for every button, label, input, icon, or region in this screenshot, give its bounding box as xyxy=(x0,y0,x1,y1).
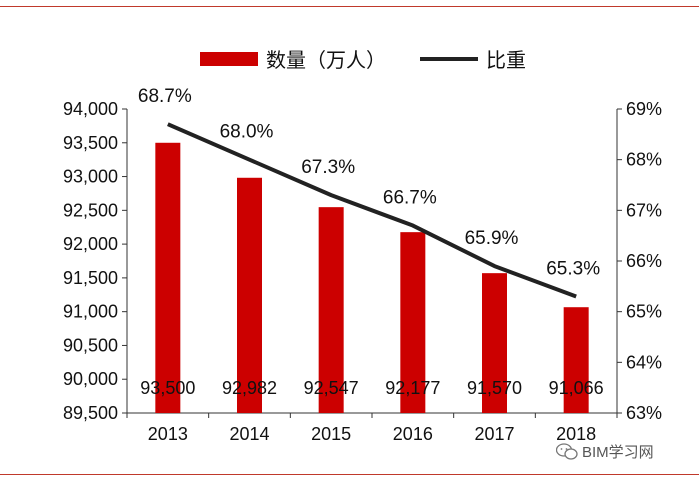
left-tick-label: 89,500 xyxy=(63,403,118,423)
bar xyxy=(155,142,181,413)
left-tick-label: 91,000 xyxy=(63,302,118,322)
line-data-label: 65.3% xyxy=(546,258,600,279)
bar-data-label: 91,570 xyxy=(467,378,522,398)
legend-bar-label: 数量（万人） xyxy=(266,50,386,72)
right-tick-label: 66% xyxy=(626,251,662,271)
right-tick-label: 69% xyxy=(626,99,662,119)
x-tick-label: 2013 xyxy=(148,424,188,444)
bar-data-label: 92,547 xyxy=(304,378,359,398)
bar xyxy=(563,307,589,413)
right-tick-label: 63% xyxy=(626,403,662,423)
line-data-label: 67.3% xyxy=(301,157,355,178)
left-tick-label: 92,000 xyxy=(63,234,118,254)
left-tick-label: 90,500 xyxy=(63,335,118,355)
left-tick-label: 91,500 xyxy=(63,268,118,288)
bottom-rule xyxy=(0,474,699,475)
wechat-icon xyxy=(556,442,578,460)
legend-bar-swatch xyxy=(200,51,258,66)
legend-line-swatch xyxy=(420,56,478,61)
x-tick-label: 2017 xyxy=(474,424,514,444)
right-tick-label: 68% xyxy=(626,150,662,170)
line-data-label: 68.7% xyxy=(138,86,192,107)
left-tick-label: 94,000 xyxy=(63,99,118,119)
bar-data-label: 93,500 xyxy=(140,378,195,398)
bar xyxy=(237,177,262,413)
left-tick-label: 93,500 xyxy=(63,133,118,153)
bar xyxy=(318,207,344,413)
right-tick-label: 64% xyxy=(626,352,662,372)
top-rule xyxy=(0,6,699,7)
bar xyxy=(400,232,426,413)
right-tick-label: 65% xyxy=(626,302,662,322)
watermark: BIM学习网 xyxy=(556,441,654,462)
x-tick-label: 2014 xyxy=(229,424,269,444)
right-tick-label: 67% xyxy=(626,200,662,220)
bar xyxy=(482,273,507,413)
legend: 数量（万人） 比重 xyxy=(200,44,526,73)
bar-data-label: 91,066 xyxy=(549,378,604,398)
left-tick-label: 90,000 xyxy=(63,369,118,389)
bar-data-label: 92,982 xyxy=(222,378,277,398)
x-tick-label: 2016 xyxy=(393,424,433,444)
left-tick-label: 93,000 xyxy=(63,167,118,187)
watermark-text: BIM学习网 xyxy=(582,444,654,461)
line-data-label: 66.7% xyxy=(383,188,437,209)
x-tick-label: 2015 xyxy=(311,424,351,444)
bar-data-label: 92,177 xyxy=(385,378,440,398)
line-data-label: 65.9% xyxy=(465,228,519,249)
left-tick-label: 92,500 xyxy=(63,200,118,220)
line-data-label: 68.0% xyxy=(220,122,274,143)
x-tick-label: 2018 xyxy=(556,424,596,444)
ratio-line xyxy=(167,122,577,299)
legend-line-label: 比重 xyxy=(486,50,526,72)
